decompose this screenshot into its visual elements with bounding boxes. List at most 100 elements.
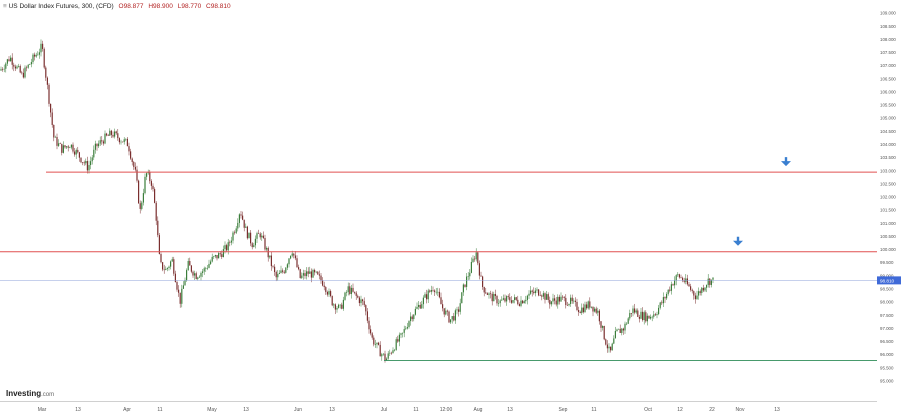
candle-body: [267, 247, 269, 258]
candle-body: [251, 243, 253, 248]
candle-body: [661, 302, 663, 304]
candle-body: [434, 290, 436, 292]
candle-body: [53, 124, 55, 138]
candle-body: [621, 328, 623, 333]
price-chart[interactable]: [0, 0, 877, 401]
legend-collapse-icon[interactable]: ≡: [3, 3, 7, 10]
candle-body: [154, 189, 156, 203]
candle-body: [205, 268, 207, 269]
candle-body: [216, 255, 218, 259]
candle-body: [178, 289, 180, 293]
candle-body: [499, 300, 501, 304]
down-arrow-icon[interactable]: [733, 236, 743, 246]
candle-body: [237, 222, 239, 229]
time-tick-label: 13: [75, 407, 81, 413]
candle-body: [518, 304, 520, 306]
candle-body: [29, 64, 31, 65]
candle-body: [155, 202, 157, 221]
chart-area[interactable]: ≡ US Dollar Index Futures, 300, (CFD) O9…: [0, 0, 878, 401]
candle-body: [91, 157, 93, 162]
time-tick-label: Apr: [123, 407, 131, 413]
candle-body: [344, 292, 346, 300]
candle-body: [474, 258, 476, 260]
candle-body: [13, 64, 15, 67]
candle-body: [634, 308, 636, 313]
candle-body: [19, 66, 21, 73]
candle-body: [26, 67, 28, 69]
price-axis[interactable]: 109.000 108.500 108.000 107.500 107.000 106.5…: [877, 0, 901, 401]
price-tick-label: 106.500: [880, 76, 896, 81]
candle-body: [706, 284, 708, 288]
time-axis[interactable]: Mar 13 Apr 11 May 13 Jun 13 Jul 11 12:00 Aug 13 Sep 11…: [0, 401, 877, 415]
candle-body: [659, 302, 661, 308]
candle-body: [206, 267, 208, 269]
candle-body: [22, 72, 24, 78]
candle-body: [403, 329, 405, 333]
candle-body: [645, 312, 647, 322]
candle-body: [464, 284, 466, 287]
candle-body: [691, 289, 693, 292]
candle-body: [648, 315, 650, 319]
candle-body: [517, 299, 519, 305]
candle-body: [490, 293, 492, 295]
candle-body: [637, 310, 639, 317]
candle-body: [632, 308, 634, 314]
candle-body: [693, 291, 695, 296]
candle-body: [478, 263, 480, 276]
candle-body: [62, 145, 64, 153]
candle-body: [278, 272, 280, 274]
candle-body: [654, 314, 656, 316]
candle-body: [274, 266, 276, 273]
candle-body: [107, 135, 109, 137]
candle-body: [533, 291, 535, 294]
candle-body: [683, 280, 685, 282]
candle-body: [642, 311, 644, 321]
down-arrow-icon[interactable]: [781, 157, 791, 167]
candle-body: [514, 297, 516, 300]
candle-body: [680, 277, 682, 278]
candle-body: [245, 226, 247, 228]
price-tick-label: 98.500: [880, 287, 894, 292]
price-tick-label: 97.500: [880, 313, 894, 318]
candle-body: [629, 313, 631, 319]
price-tick-label: 104.500: [880, 129, 896, 134]
candle-body: [45, 67, 47, 78]
candle-body: [123, 139, 125, 143]
time-tick-label: Jun: [294, 407, 302, 413]
candle-body: [83, 162, 85, 164]
candle-body: [114, 131, 116, 137]
candle-body: [158, 235, 160, 255]
current-price-badge: [877, 276, 901, 285]
candle-body: [139, 203, 141, 209]
candle-body: [397, 339, 399, 342]
candle-body: [701, 287, 703, 293]
candle-body: [696, 295, 698, 300]
candle-body: [616, 329, 618, 331]
candle-body: [325, 287, 327, 292]
candle-body: [699, 291, 701, 293]
candle-body: [306, 271, 308, 277]
candle-body: [186, 270, 188, 281]
candle-body: [370, 329, 372, 334]
chart-legend: ≡ US Dollar Index Futures, 300, (CFD) O9…: [3, 3, 231, 10]
candle-body: [427, 290, 429, 300]
candle-body: [50, 103, 52, 113]
candle-body: [530, 290, 532, 294]
candle-body: [389, 352, 391, 354]
candle-body: [117, 133, 119, 139]
candle-body: [462, 284, 464, 293]
candle-body: [261, 235, 263, 238]
candle-body: [259, 233, 261, 238]
candle-body: [622, 328, 624, 331]
candle-body: [611, 343, 613, 351]
candle-body: [296, 258, 298, 268]
candle-body: [624, 323, 626, 331]
candle-body: [602, 325, 604, 328]
candle-body: [110, 130, 112, 135]
candle-body: [573, 300, 575, 302]
candle-body: [653, 314, 655, 317]
candle-body: [613, 338, 615, 344]
candle-body: [400, 333, 402, 335]
candle-body: [32, 54, 34, 63]
candle-body: [93, 149, 95, 158]
